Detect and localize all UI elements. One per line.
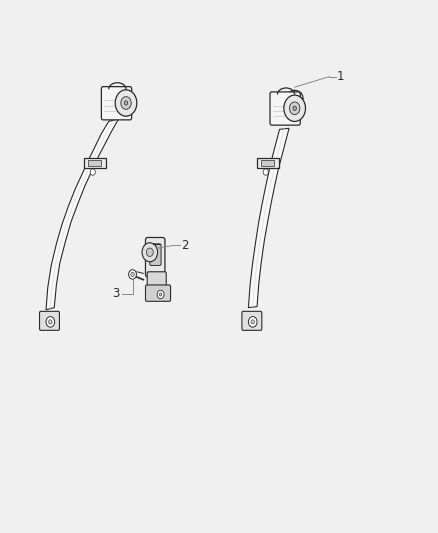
Circle shape (129, 270, 136, 279)
Circle shape (251, 320, 254, 324)
FancyBboxPatch shape (242, 311, 262, 330)
Circle shape (115, 90, 137, 116)
Circle shape (248, 317, 257, 327)
FancyBboxPatch shape (150, 244, 161, 265)
Circle shape (49, 320, 52, 324)
FancyBboxPatch shape (261, 160, 274, 166)
Circle shape (290, 102, 300, 115)
FancyBboxPatch shape (88, 160, 101, 166)
Text: 2: 2 (181, 239, 189, 252)
Circle shape (284, 95, 305, 122)
FancyBboxPatch shape (145, 238, 165, 277)
Circle shape (146, 248, 153, 256)
FancyBboxPatch shape (257, 158, 279, 168)
Circle shape (293, 106, 297, 110)
Polygon shape (46, 119, 119, 310)
FancyBboxPatch shape (101, 87, 132, 120)
Circle shape (90, 169, 95, 175)
Circle shape (157, 290, 164, 298)
Circle shape (159, 293, 162, 296)
Circle shape (131, 272, 134, 277)
Polygon shape (248, 128, 289, 308)
FancyBboxPatch shape (84, 158, 106, 168)
Text: 1: 1 (337, 70, 345, 83)
Text: 3: 3 (112, 287, 120, 301)
FancyBboxPatch shape (147, 272, 166, 287)
FancyBboxPatch shape (145, 285, 170, 301)
FancyBboxPatch shape (39, 311, 60, 330)
FancyBboxPatch shape (270, 92, 300, 125)
Circle shape (121, 96, 131, 109)
Circle shape (263, 169, 268, 175)
Circle shape (46, 317, 55, 327)
Circle shape (124, 101, 128, 105)
Circle shape (142, 243, 158, 262)
